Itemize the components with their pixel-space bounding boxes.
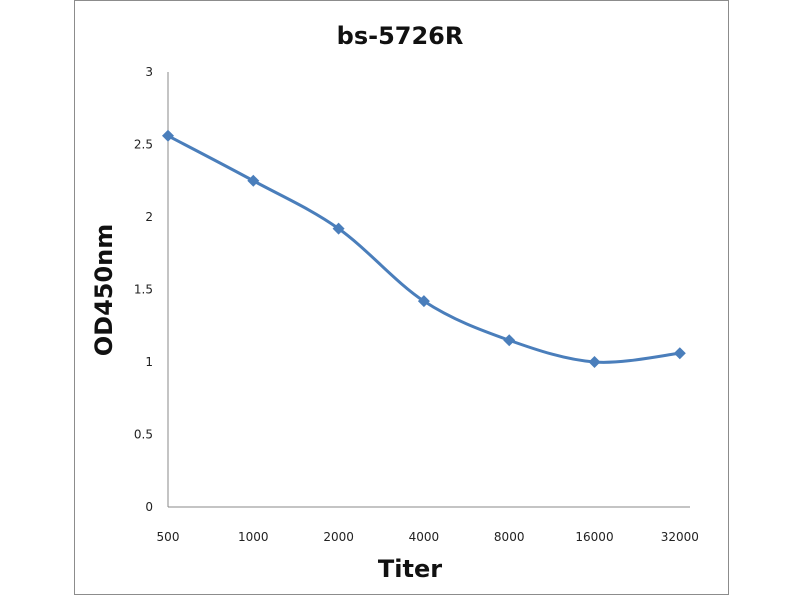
x-tick-label: 2000 [323,530,354,544]
chart-title: bs-5726R [337,22,464,50]
data-point-marker [417,295,430,308]
x-axis-label: Titer [378,555,442,583]
data-point-marker [332,222,345,235]
x-tick-label: 8000 [494,530,525,544]
series-line [167,134,680,364]
x-tick-label: 4000 [409,530,440,544]
data-point-marker [247,174,260,187]
data-point-marker [162,129,174,142]
y-tick-label: 2.5 [134,138,153,152]
x-tick-label: 32000 [661,530,699,544]
x-tick-label: 16000 [575,530,613,544]
y-axis-label: OD450nm [90,224,118,357]
data-point-marker [673,347,686,360]
y-tick-label: 1.5 [134,283,153,297]
x-tick-label: 1000 [238,530,269,544]
data-point-marker [588,356,601,368]
y-tick-label: 2 [145,210,153,224]
y-tick-label: 0 [145,500,153,514]
y-tick-label: 0.5 [134,428,153,442]
x-tick-label: 500 [157,530,180,544]
chart-frame [74,0,729,595]
y-tick-label: 3 [145,65,153,79]
data-point-marker [503,334,516,347]
y-tick-label: 1 [145,355,153,369]
